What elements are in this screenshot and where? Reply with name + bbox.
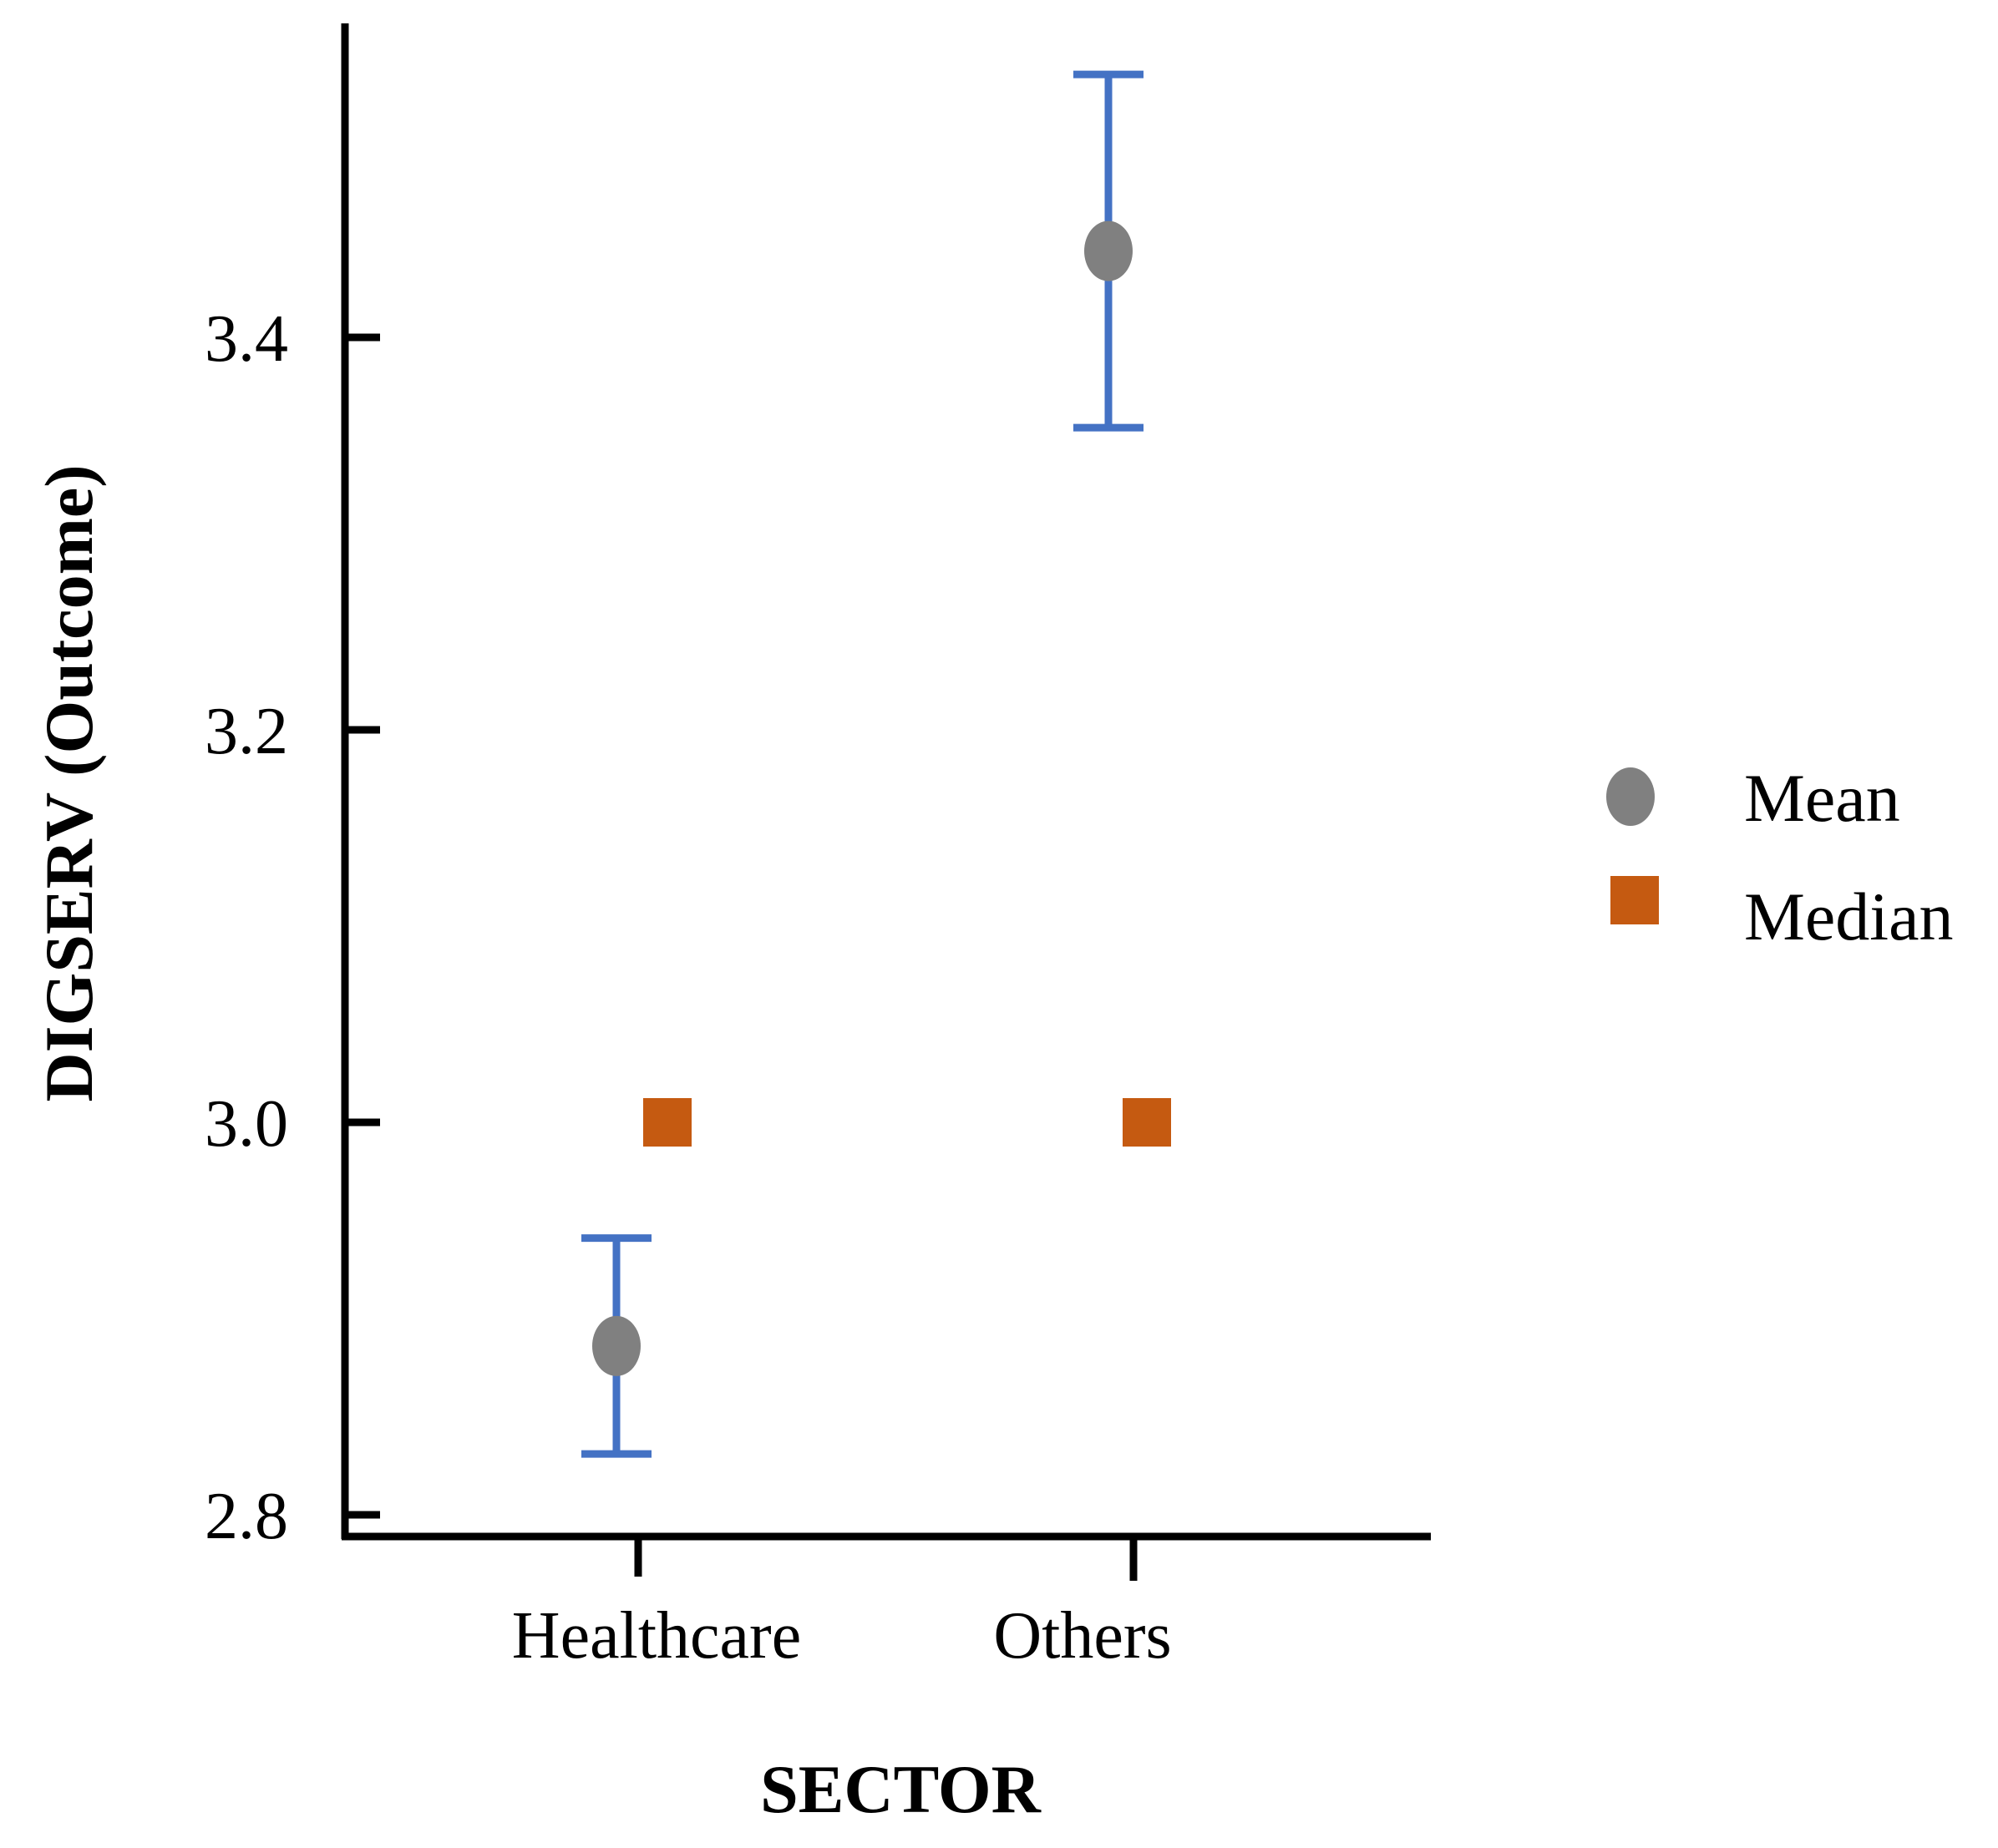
mean-point-others — [1084, 220, 1133, 281]
x-tick-label-others: Others — [993, 1599, 1171, 1673]
legend-mean-label: Mean — [1744, 760, 1900, 836]
y-ticks — [345, 333, 380, 1519]
median-point-others — [1123, 1098, 1171, 1147]
y-tick-label: 3.0 — [205, 1087, 288, 1161]
x-tick-label-healthcare: Healthcare — [512, 1599, 801, 1673]
mean-point-healthcare — [592, 1315, 641, 1376]
x-ticks — [634, 1537, 1138, 1581]
x-axis-title: SECTOR — [760, 1751, 1042, 1827]
legend-median-label: Median — [1744, 878, 1953, 954]
legend: Mean Median — [1606, 760, 1953, 954]
legend-mean-marker — [1606, 767, 1655, 826]
y-axis-title: DIGSERV (Outcome) — [31, 464, 107, 1101]
legend-median-marker — [1610, 876, 1659, 924]
y-tick-labels: 2.8 3.0 3.2 3.4 — [205, 302, 288, 1553]
y-tick-label: 3.2 — [205, 695, 288, 768]
median-point-healthcare — [643, 1098, 692, 1147]
y-tick-label: 2.8 — [205, 1480, 288, 1553]
y-tick-label: 3.4 — [205, 302, 288, 376]
